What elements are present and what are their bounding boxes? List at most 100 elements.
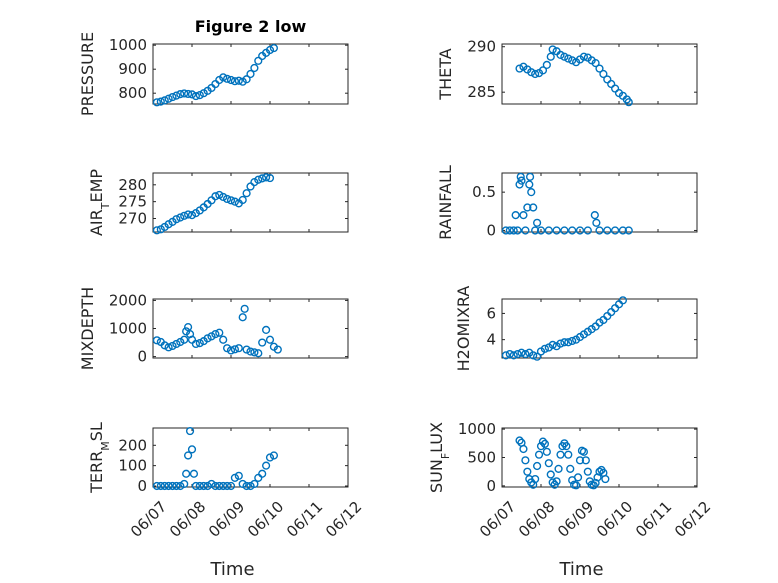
data-point [195,339,204,348]
y-tick-label: 275 [118,193,147,211]
data-point [560,226,569,235]
data-point [180,335,189,344]
data-point [583,226,592,235]
data-point [250,479,259,489]
data-point [624,226,633,235]
data-point [160,481,169,491]
data-point [184,451,193,460]
x-tick-label: 06/11 [632,498,675,541]
subplot-rainfall: 0 0.5 RAINFALL [436,165,698,240]
data-point [242,481,251,491]
data-point [513,226,522,235]
y-tick-label: 1000 [109,36,147,54]
subplot-theta: 285 290 THETA [436,38,698,107]
data-point [262,325,271,335]
data-point [571,481,581,490]
data-point [573,473,583,482]
data-point [519,444,528,454]
data-point [191,481,201,491]
data-point [219,73,228,82]
data-point [265,335,275,344]
data-point [258,174,267,183]
data-point [513,349,522,359]
data-point [242,75,251,84]
data-point [246,481,255,491]
x-tick-label: 06/08 [166,498,209,541]
data-point [164,343,173,352]
data-point [560,338,569,347]
data-point [525,180,534,189]
data-point [265,453,275,462]
data-point [592,218,601,227]
data-point [532,352,542,361]
y-tick-label: 6 [486,304,496,322]
data-point [521,456,530,465]
y-axis-label-text: MIXDEPTH [78,287,97,370]
y-tick-label: 270 [118,210,147,228]
y-axis-label: TERRMSL [87,422,112,494]
data-point [595,64,604,73]
data-point [531,226,540,235]
y-tick-label: 2000 [109,291,147,309]
data-point [591,58,600,68]
data-point [538,437,548,446]
data-point [246,347,255,356]
data-point [195,481,204,491]
data-point [187,445,197,454]
data-point [516,172,525,181]
data-point [164,94,173,103]
subplot-h2omixra: 4 6 H2OMIXRA [454,286,698,371]
data-point [242,189,251,198]
data-point [234,76,243,85]
y-axis-label: THETA [436,48,455,100]
y-tick-label: 0 [486,221,496,239]
data-point [546,52,555,61]
data-point [566,464,575,473]
data-point [184,322,193,332]
data-point [223,194,232,204]
figure-title: Figure 2 low [195,17,307,36]
data-point [219,481,228,491]
data-point [542,60,551,70]
data-point [238,313,247,322]
y-axis-label-subscript: T [99,202,112,210]
y-axis-label: AIRTEMP [87,169,112,236]
data-point [599,69,608,79]
data-point [519,211,528,220]
x-tick-label: 06/10 [244,498,287,541]
data-point [184,89,193,99]
data-point [172,91,181,100]
data-point [250,348,259,357]
data-point [152,98,162,107]
data-point [191,91,201,101]
data-point [226,346,236,355]
y-axis-label: MIXDEPTH [78,287,97,370]
axes-box [501,298,698,359]
data-point [211,330,220,339]
data-point [610,226,620,235]
y-axis-label-text: LUX [427,422,446,453]
x-tick-label: 06/09 [205,498,248,541]
y-tick-label: 900 [118,60,147,78]
data-point [215,328,224,337]
data-point [152,481,162,491]
x-tick-label: 06/12 [671,498,714,541]
data-point [583,467,592,476]
y-tick-label: 0 [137,348,147,366]
data-point [240,304,249,313]
y-tick-label: 1000 [458,420,496,438]
data-point [556,450,565,459]
data-point [523,467,532,476]
data-point [527,188,536,197]
data-point [579,447,589,456]
data-point [531,69,540,79]
data-point [579,52,589,61]
data-point [238,479,247,489]
data-point [521,226,530,235]
data-point [191,339,201,349]
x-tick-label: 06/12 [322,498,365,541]
data-point [590,211,599,220]
